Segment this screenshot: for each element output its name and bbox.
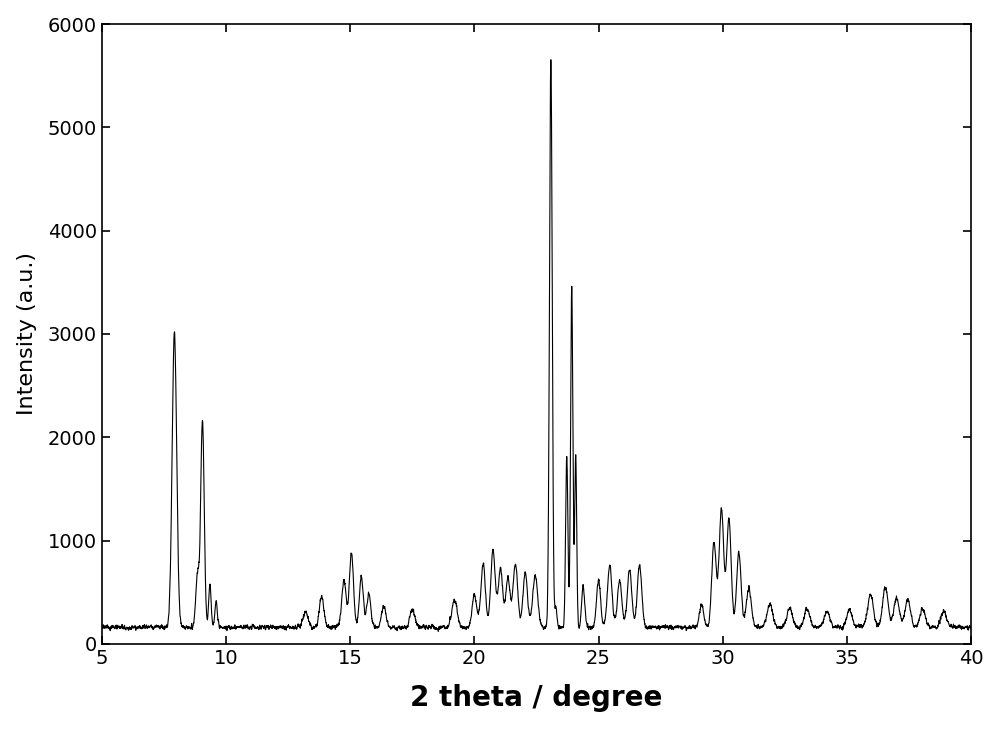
Y-axis label: Intensity (a.u.): Intensity (a.u.): [17, 252, 37, 416]
X-axis label: 2 theta / degree: 2 theta / degree: [410, 685, 663, 712]
